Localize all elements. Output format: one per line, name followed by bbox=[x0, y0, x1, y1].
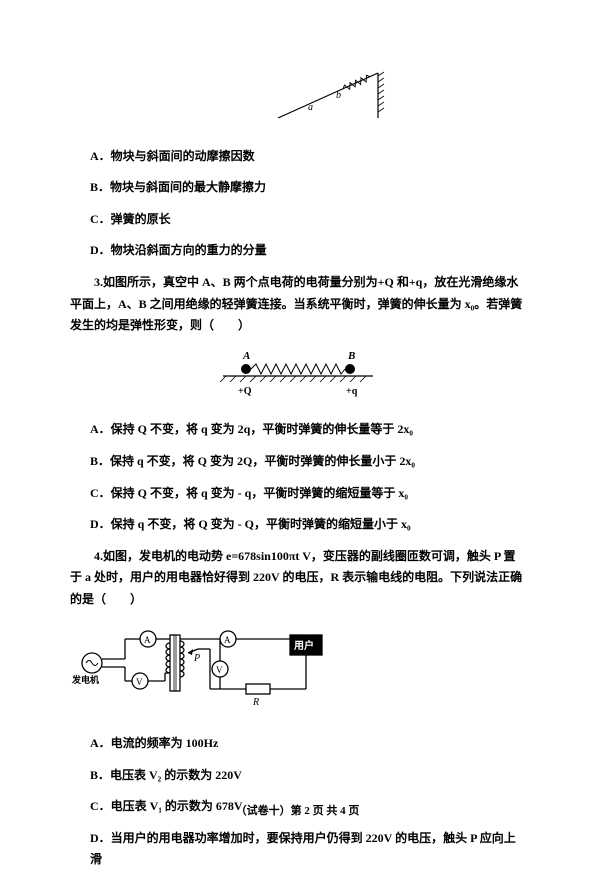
q2-option-b: B．物块与斜面间的最大静摩擦力 bbox=[90, 177, 525, 199]
incline-label-a: a bbox=[308, 102, 313, 113]
figure-circuit: 发电机 A V bbox=[70, 621, 525, 724]
svg-text:A: A bbox=[224, 635, 231, 645]
figure-spring: A B bbox=[70, 347, 525, 410]
incline-label-b: b bbox=[336, 90, 341, 101]
q3-option-d: D．保持 q 不变，将 Q 变为 - Q，平衡时弹簧的缩短量小于 x₀ bbox=[90, 514, 525, 536]
svg-text:R: R bbox=[252, 697, 259, 708]
q3-stem: 3.如图所示，真空中 A、B 两个点电荷的电荷量分别为+Q 和+q，放在光滑绝缘… bbox=[70, 272, 525, 337]
incline-svg: a b bbox=[258, 58, 398, 128]
circuit-svg: 发电机 A V bbox=[70, 621, 330, 716]
svg-text:用户: 用户 bbox=[293, 639, 314, 652]
svg-text:V: V bbox=[216, 665, 223, 675]
svg-text:+Q: +Q bbox=[238, 386, 252, 397]
q4-option-d: D．当用户的用电器功率增加时，要保持用户仍得到 220V 的电压，触头 P 应向… bbox=[90, 828, 525, 871]
svg-text:V: V bbox=[136, 677, 143, 687]
page-footer: （试卷十）第 2 页 共 4 页 bbox=[0, 802, 595, 822]
svg-text:P: P bbox=[193, 653, 200, 664]
q2-option-a: A．物块与斜面间的动摩擦因数 bbox=[90, 146, 525, 168]
q3-option-b: B．保持 q 不变，将 Q 变为 2Q，平衡时弹簧的伸长量小于 2x₀ bbox=[90, 451, 525, 473]
q2-option-c: C．弹簧的原长 bbox=[90, 209, 525, 231]
svg-text:A: A bbox=[144, 635, 151, 645]
spring-svg: A B bbox=[198, 347, 398, 402]
svg-text:+q: +q bbox=[346, 386, 358, 397]
q2-option-d: D．物块沿斜面方向的重力的分量 bbox=[90, 240, 525, 262]
svg-text:B: B bbox=[347, 350, 355, 362]
q4-stem: 4.如图，发电机的电动势 e=678sin100πt V，变压器的副线圈匝数可调… bbox=[70, 546, 525, 611]
svg-text:A: A bbox=[242, 350, 250, 362]
svg-text:发电机: 发电机 bbox=[71, 674, 99, 685]
q3-option-c: C．保持 Q 不变，将 q 变为 - q，平衡时弹簧的缩短量等于 x₀ bbox=[90, 483, 525, 505]
q4-option-b: B．电压表 V₂ 的示数为 220V bbox=[90, 765, 525, 787]
q3-option-a: A．保持 Q 不变，将 q 变为 2q，平衡时弹簧的伸长量等于 2x₀ bbox=[90, 419, 525, 441]
figure-incline: a b bbox=[130, 58, 525, 136]
q4-option-a: A．电流的频率为 100Hz bbox=[90, 733, 525, 755]
page: a b A．物块与斜面间的动摩擦因数 B．物块与斜面间的最大静摩擦力 C．弹簧的… bbox=[0, 0, 595, 842]
